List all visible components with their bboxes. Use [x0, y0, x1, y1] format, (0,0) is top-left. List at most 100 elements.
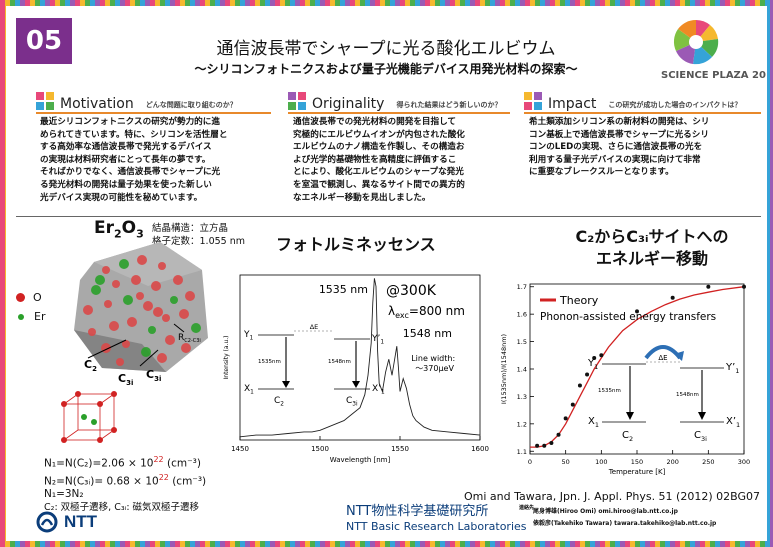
motivation-line: る発光材料の開発は量子効果を使った新しい — [40, 179, 212, 190]
pl-x1p-label: X’1 — [372, 384, 385, 396]
et-y-tick-label: 1.7 — [517, 283, 527, 291]
et-data-point — [563, 416, 568, 421]
legend-er: Er — [18, 310, 45, 323]
crystal-atom — [153, 307, 163, 317]
crystal-atom — [137, 255, 147, 265]
pl-x1-label: X1 — [244, 384, 254, 396]
equation-ratio: N₁=3N₂ — [44, 488, 84, 500]
et-y-tick-label: 1.3 — [517, 393, 527, 401]
impact-icon — [524, 92, 544, 112]
ntt-logo: NTT — [36, 511, 97, 533]
crystal-atom — [102, 266, 110, 274]
crystal-atom — [151, 281, 161, 291]
pl-spectrum-line — [239, 278, 481, 438]
et-transfer-arrowhead — [674, 351, 684, 361]
lab-name: NTT物性科学基礎研究所 NTT Basic Research Laborato… — [346, 504, 527, 533]
pl-excitation-label: λexc=800 nm — [388, 304, 465, 320]
crystal-structure: 結晶構造：立方晶 — [152, 223, 229, 234]
motivation-line: そればかりでなく、通信波長帯でシャープに光 — [40, 167, 221, 178]
crystal-atom — [157, 353, 167, 363]
et-site-c2-label: C2 — [622, 430, 633, 443]
motivation-line: の実現は材料研究者にとって長年の夢です。 — [40, 154, 211, 165]
originality-line: なエネルギー移動を見出しました。 — [293, 192, 431, 203]
pl-arrow-head — [352, 381, 360, 388]
originality-line: エルビウムのナノ構造を作製し、その構造お — [293, 142, 465, 153]
pl-x-tick-label: 1500 — [311, 445, 329, 453]
originality-title: Originality — [312, 96, 385, 112]
crystal-atom — [143, 301, 153, 311]
crystal-atom — [127, 317, 137, 327]
et-data-point — [556, 432, 561, 437]
motivation-line: められてきています。特に、シリコンを活性層と — [40, 129, 228, 140]
crystal-info: 結晶構造：立方晶 格子定数：1.055 nm — [152, 222, 245, 248]
et-x-tick-label: 250 — [702, 458, 714, 466]
transition-note: C₂: 双極子遷移, C₃ᵢ: 磁気双極子遷移 — [44, 502, 200, 513]
originality-line: とにより、酸化エルビウムのシャープな発光 — [293, 167, 464, 178]
et-data-point — [670, 295, 675, 300]
et-data-point — [535, 443, 540, 448]
impact-question: この研究が成功した場合のインパクトは？ — [608, 101, 742, 109]
motivation-line: する高効率な通信波長帯で発光するデバイス — [40, 142, 212, 153]
contact-label: 連絡先 — [519, 505, 535, 511]
pl-y-axis-label: Intensity (a.u.) — [223, 336, 230, 380]
motivation-question: どんな問題に取り組むのか？ — [145, 101, 237, 109]
science-plaza-logo — [673, 19, 719, 65]
pl-peak2-label: 1548 nm — [403, 327, 452, 340]
pl-spectrum-chart: 1450 1500 1550 1600 Wavelength [nm] Intensity… — [223, 274, 489, 464]
site-c3i-label-1: C3i — [118, 372, 133, 387]
crystal-structure-diagram: C2 C3i C3i RC2-C3i — [74, 242, 208, 387]
et-x1p-label: X’1 — [726, 416, 740, 429]
et-transition-1535: 1535nm — [598, 388, 621, 394]
unit-cell-diagram — [61, 391, 117, 443]
motivation-header: Motivation どんな問題に取り組むのか？ — [36, 90, 237, 112]
et-data-point — [549, 441, 554, 446]
erbium-dot-icon — [18, 313, 24, 320]
pl-y1-label: Y1 — [243, 330, 254, 342]
et-delta-label: ΔE — [658, 354, 667, 362]
et-y-tick-label: 1.4 — [517, 366, 527, 374]
impact-header: Impact この研究が成功した場合のインパクトは？ — [524, 90, 741, 112]
poster-title: 通信波長帯でシャープに光る酸化エルビウム — [216, 39, 556, 59]
pl-transition-1548: 1548nm — [328, 359, 351, 365]
et-legend-theory: Theory — [559, 294, 599, 307]
pl-y1p-label: Y’1 — [371, 334, 384, 346]
energy-transfer-title: C₂からC₃ᵢサイトへの エネルギー移動 — [575, 227, 729, 268]
pl-transition-1535: 1535nm — [258, 359, 281, 365]
et-x-tick-label: 200 — [666, 458, 678, 466]
pl-peak1-label: 1535 nm — [319, 283, 368, 296]
motivation-title: Motivation — [60, 96, 134, 112]
crystal-atom — [185, 291, 195, 301]
et-data-point — [599, 353, 604, 358]
crystal-atom — [83, 305, 93, 315]
et-y-axis-label: I(1535nm)/I(1548nm) — [500, 334, 508, 404]
pl-x-tick-label: 1600 — [471, 445, 489, 453]
pl-x-tick-label: 1450 — [231, 445, 249, 453]
et-x-tick-label: 300 — [738, 458, 750, 466]
contact-info: 連絡先 尾身博雄(Hiroo Omi) omi.hiroo@lab.ntt.co… — [519, 505, 716, 530]
crystal-atom — [95, 275, 105, 285]
crystal-atom — [119, 259, 129, 269]
impact-line: に重要なブレークスルーとなります。 — [529, 167, 674, 178]
pl-temperature-label: @300K — [386, 283, 437, 299]
originality-underline — [288, 112, 510, 114]
et-theory-curve — [530, 286, 745, 448]
originality-icon — [288, 92, 308, 112]
crystal-atom — [131, 275, 141, 285]
crystal-atom — [141, 347, 151, 357]
et-site-c3i-label: C3i — [694, 430, 707, 443]
crystal-atom — [162, 314, 170, 322]
crystal-atom — [148, 326, 156, 334]
impact-body: 希土類添加シリコン系の新材料の開発は、シリ コン基板上で通信波長帯でシャープに光… — [529, 116, 764, 179]
pl-site-c2-label: C2 — [274, 396, 284, 408]
et-y1p-label: Y’1 — [725, 362, 739, 375]
motivation-line: 最近シリコンフォトニクスの研究が勢力的に進 — [40, 117, 220, 127]
site-c3i-label-2: C3i — [146, 368, 161, 383]
et-data-point — [635, 309, 639, 314]
et-transition-1548: 1548nm — [676, 392, 699, 398]
et-data-point — [577, 383, 582, 388]
originality-line: 究極的にエルビウムイオンが内包された酸化 — [293, 129, 465, 140]
impact-line: 希土類添加シリコン系の新材料の開発は、シリ — [529, 117, 710, 127]
site-c2-label: C2 — [84, 358, 97, 373]
contact-omi: 尾身博雄(Hiroo Omi) omi.hiroo@lab.ntt.co.jp — [533, 508, 678, 515]
